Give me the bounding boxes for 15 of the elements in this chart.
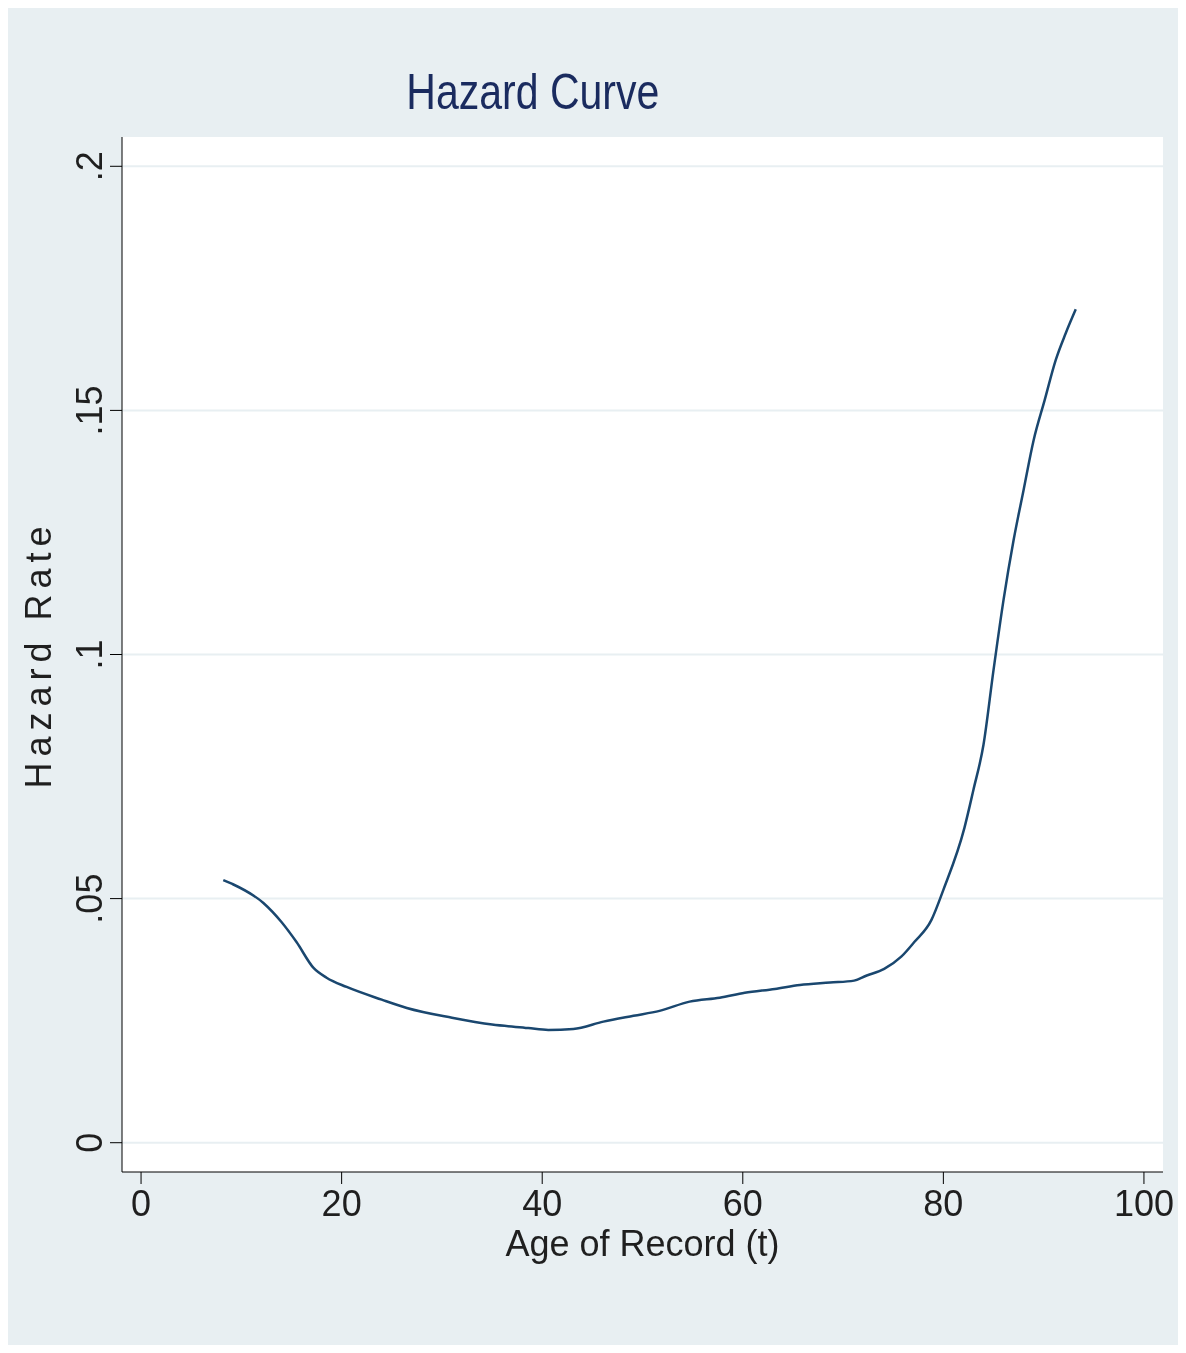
y-axis-title: Hazard Rate <box>17 520 59 789</box>
x-axis-title: Age of Record (t) <box>505 1223 780 1264</box>
y-tick-label: .2 <box>69 151 110 182</box>
line-series <box>222 308 1077 1032</box>
x-tick-label: 100 <box>1113 1182 1174 1224</box>
x-tick-label: 40 <box>522 1182 563 1224</box>
y-tick-label: .15 <box>69 385 110 436</box>
y-tick-label: .1 <box>69 639 110 670</box>
x-tick-label: 0 <box>131 1182 152 1224</box>
y-tick-label: .05 <box>69 873 110 924</box>
x-tick-label: 80 <box>923 1182 964 1224</box>
x-tick-label: 60 <box>722 1182 763 1224</box>
y-tick-label: 0 <box>69 1132 110 1153</box>
x-tick-label: 20 <box>321 1182 362 1224</box>
chart-title: Hazard Curve <box>405 63 661 121</box>
